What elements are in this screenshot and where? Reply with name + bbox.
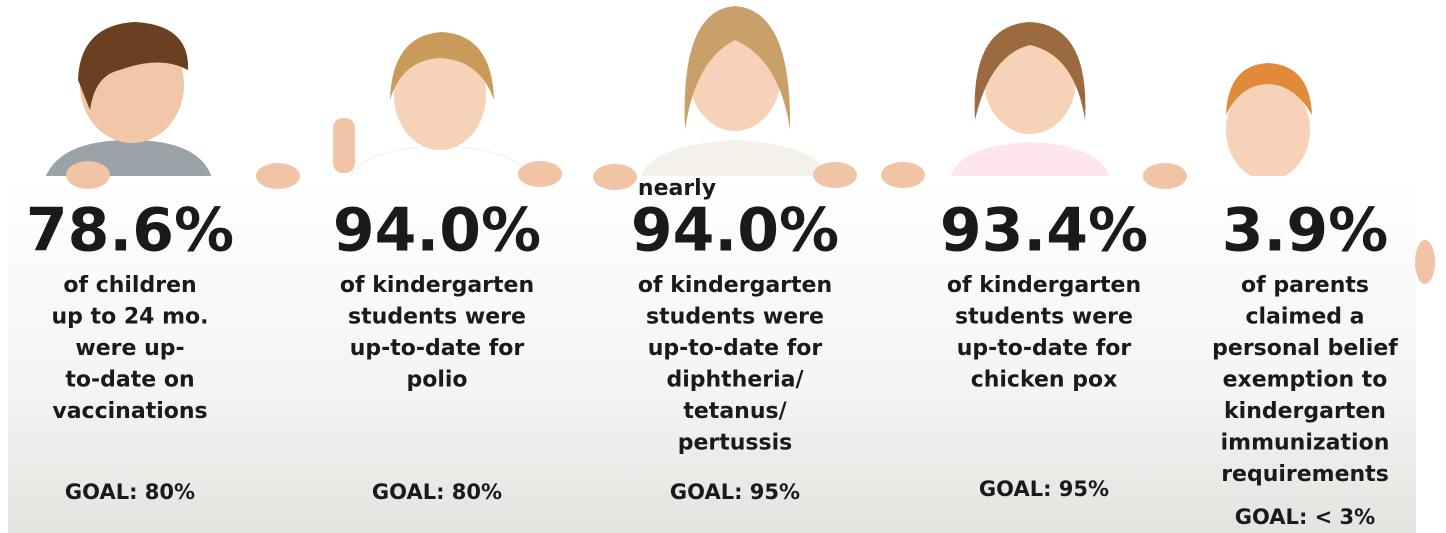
description-line: of kindergarten (638, 273, 832, 298)
description-line: to-date on (65, 368, 194, 393)
description-line: were up- (75, 336, 184, 361)
description-line: tetanus/ (683, 399, 787, 424)
goal: GOAL: 95% (979, 477, 1109, 501)
stat-value: 94.0% (333, 196, 541, 266)
description-line: kindergarten (1224, 399, 1386, 424)
description-line: students were (955, 305, 1133, 330)
description-line: up-to-date for (648, 336, 823, 361)
description-line: students were (348, 305, 526, 330)
description-line: of children (63, 273, 196, 298)
stat-value: 3.9% (1222, 196, 1388, 266)
description-line: of parents (1241, 273, 1369, 298)
goal: GOAL: < 3% (1235, 505, 1375, 529)
description-line: up-to-date for (957, 336, 1132, 361)
description-line: requirements (1221, 462, 1389, 487)
description-line: immunization (1221, 431, 1390, 456)
description-line: exemption to (1223, 368, 1388, 393)
stat-value: 78.6% (26, 196, 234, 266)
description-line: polio (406, 368, 467, 393)
description-line: pertussis (678, 431, 793, 456)
goal: GOAL: 80% (65, 480, 195, 504)
description-line: claimed a (1245, 305, 1364, 330)
description-line: of kindergarten (947, 273, 1141, 298)
description-line: up to 24 mo. (51, 305, 208, 330)
stat-value: 94.0% (631, 196, 839, 266)
infographic: 78.6% of children up to 24 mo. were up-to-d… (0, 0, 1446, 533)
description-line: vaccinations (52, 399, 207, 424)
stat-value: 93.4% (940, 196, 1148, 266)
description-line: students were (646, 305, 824, 330)
description-line: chicken pox (971, 368, 1118, 393)
goal: GOAL: 95% (670, 480, 800, 504)
description-line: of kindergarten (340, 273, 534, 298)
description-line: diphtheria/ (666, 368, 804, 393)
children (45, 6, 1312, 180)
description-line: personal belief (1212, 336, 1398, 361)
description-line: up-to-date for (350, 336, 525, 361)
goal: GOAL: 80% (372, 480, 502, 504)
